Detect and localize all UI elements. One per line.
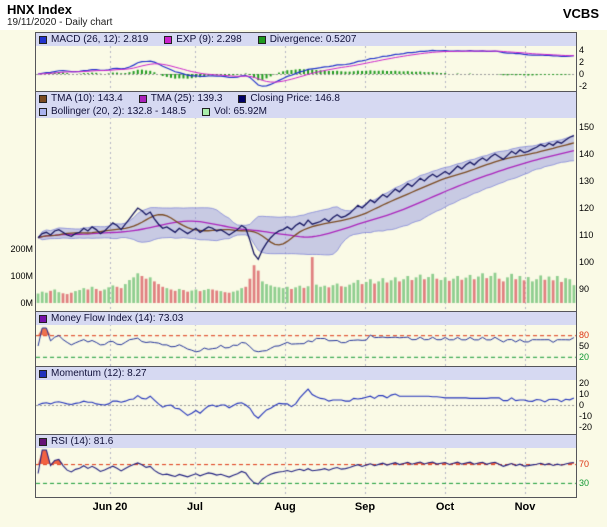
mfi-legend: Money Flow Index (14): 73.03 — [36, 312, 576, 325]
mfi-plot-canvas — [36, 324, 576, 366]
rsi-plot-canvas — [36, 447, 576, 497]
rsi-panel: RSI (14): 81.6 — [36, 434, 576, 497]
macd-plot-canvas — [36, 46, 576, 91]
mfi-swatch-icon — [39, 314, 47, 323]
volume-legend-item: Vol: 65.92M — [202, 106, 267, 117]
tma10-legend-item: TMA (10): 143.4 — [39, 93, 123, 104]
momentum-legend-label: Momentum (12): 8.27 — [51, 368, 147, 379]
price-legend: TMA (10): 143.4 TMA (25): 139.3 Closing … — [36, 92, 576, 118]
chart-frame: MACD (26, 12): 2.819 EXP (9): 2.298 Dive… — [35, 32, 577, 498]
bollinger-legend-item: Bollinger (20, 2): 132.8 - 148.5 — [39, 106, 186, 117]
page-title: HNX Index — [7, 2, 73, 17]
rsi-swatch-icon — [39, 437, 47, 446]
mfi-legend-label: Money Flow Index (14): 73.03 — [51, 313, 184, 324]
tma25-legend-label: TMA (25): 139.3 — [150, 93, 223, 104]
rsi-legend-item: RSI (14): 81.6 — [39, 436, 113, 447]
macd-legend-label: MACD (26, 12): 2.819 — [51, 34, 149, 45]
price-panel: TMA (10): 143.4 TMA (25): 139.3 Closing … — [36, 91, 576, 311]
price-plot-canvas — [36, 117, 576, 311]
divergence-swatch-icon — [257, 35, 266, 44]
momentum-plot-canvas — [36, 379, 576, 434]
volume-legend-label: Vol: 65.92M — [214, 106, 267, 117]
macd-panel: MACD (26, 12): 2.819 EXP (9): 2.298 Dive… — [36, 33, 576, 91]
exp-swatch-icon — [164, 35, 173, 44]
bollinger-swatch-icon — [39, 107, 47, 116]
tma10-legend-label: TMA (10): 143.4 — [51, 93, 123, 104]
closing-price-legend-item: Closing Price: 146.8 — [238, 93, 340, 104]
chart-subtitle: 19/11/2020 - Daily chart — [7, 17, 113, 28]
tma25-swatch-icon — [138, 94, 147, 103]
closing-price-legend-label: Closing Price: 146.8 — [250, 93, 340, 104]
divergence-legend-item: Divergence: 0.5207 — [257, 34, 357, 45]
momentum-panel: Momentum (12): 8.27 — [36, 366, 576, 434]
chart-header: HNX Index 19/11/2020 - Daily chart VCBS — [0, 0, 607, 30]
price-legend-row-1: TMA (10): 143.4 TMA (25): 139.3 Closing … — [36, 92, 576, 105]
rsi-legend: RSI (14): 81.6 — [36, 435, 576, 448]
mfi-panel: Money Flow Index (14): 73.03 — [36, 311, 576, 366]
rsi-legend-label: RSI (14): 81.6 — [51, 436, 114, 447]
macd-legend: MACD (26, 12): 2.819 EXP (9): 2.298 Dive… — [36, 33, 576, 46]
volume-swatch-icon — [202, 107, 211, 116]
tma25-legend-item: TMA (25): 139.3 — [138, 93, 223, 104]
price-legend-row-2: Bollinger (20, 2): 132.8 - 148.5 Vol: 65… — [36, 105, 576, 118]
momentum-swatch-icon — [39, 369, 47, 378]
exp-legend-label: EXP (9): 2.298 — [176, 34, 242, 45]
momentum-legend-item: Momentum (12): 8.27 — [39, 368, 147, 379]
mfi-legend-item: Money Flow Index (14): 73.03 — [39, 313, 183, 324]
bollinger-legend-label: Bollinger (20, 2): 132.8 - 148.5 — [51, 106, 187, 117]
brand-logo: VCBS — [562, 6, 599, 21]
exp-legend-item: EXP (9): 2.298 — [164, 34, 242, 45]
divergence-legend-label: Divergence: 0.5207 — [269, 34, 357, 45]
closing-price-swatch-icon — [238, 94, 247, 103]
tma10-swatch-icon — [39, 94, 47, 103]
momentum-legend: Momentum (12): 8.27 — [36, 367, 576, 380]
macd-swatch-icon — [39, 35, 47, 44]
macd-legend-item: MACD (26, 12): 2.819 — [39, 34, 148, 45]
